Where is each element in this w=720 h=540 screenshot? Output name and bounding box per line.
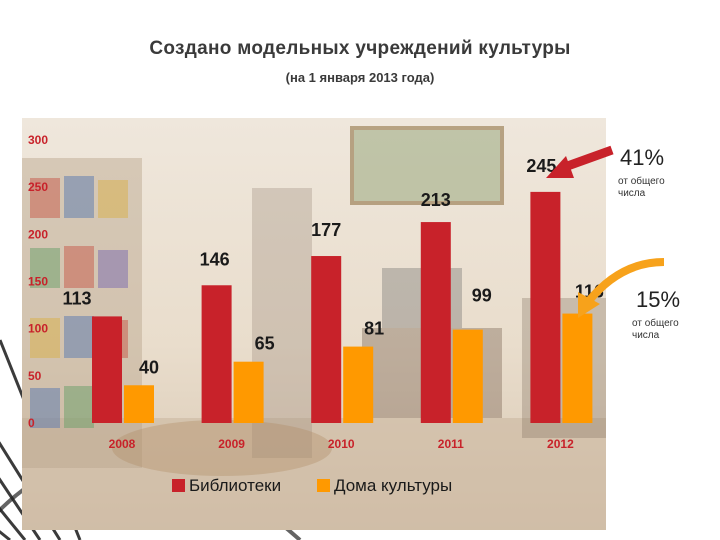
x-tick-label: 2009 bbox=[218, 437, 245, 451]
percent-label-libraries: 41% bbox=[620, 145, 665, 170]
data-label: 40 bbox=[139, 357, 159, 377]
y-tick-label: 200 bbox=[28, 227, 48, 241]
bar-culture-houses bbox=[452, 329, 483, 423]
bar-chart: 0 50 100 150 200 250 300 2008 2009 2010 2011 2012 11… bbox=[28, 133, 604, 495]
data-label: 146 bbox=[200, 249, 230, 269]
chart-subtitle: (на 1 января 2013 года) bbox=[285, 70, 435, 85]
legend-swatch bbox=[172, 479, 185, 492]
bar-culture-houses bbox=[562, 313, 593, 423]
x-tick-label: 2008 bbox=[109, 437, 136, 451]
percent-note-libraries: от общего числа bbox=[618, 176, 665, 199]
percent-label-culture-houses: 15% bbox=[636, 287, 681, 312]
y-tick-label: 100 bbox=[28, 322, 48, 336]
bar-libraries bbox=[311, 256, 342, 423]
chart-title: Создано модельных учреждений культуры bbox=[149, 38, 571, 59]
data-label: 245 bbox=[526, 156, 556, 176]
bar-libraries bbox=[92, 316, 122, 423]
data-label: 99 bbox=[472, 286, 492, 306]
data-label: 113 bbox=[62, 288, 91, 308]
y-tick-label: 150 bbox=[28, 275, 48, 289]
data-label: 213 bbox=[421, 190, 451, 210]
data-label: 81 bbox=[364, 319, 384, 339]
background-photo: 0 50 100 150 200 250 300 2008 2009 2010 2011 2012 11… bbox=[22, 118, 606, 530]
x-tick-label: 2010 bbox=[328, 437, 355, 451]
x-tick-label: 2012 bbox=[547, 437, 574, 451]
bar-libraries bbox=[201, 285, 232, 423]
y-tick-label: 50 bbox=[28, 369, 42, 383]
data-label: 177 bbox=[311, 220, 341, 240]
legend-label: Библиотеки bbox=[189, 476, 281, 495]
legend-label: Дома культуры bbox=[334, 476, 452, 495]
bar-culture-houses bbox=[233, 361, 264, 423]
bar-culture-houses bbox=[124, 385, 154, 423]
x-tick-label: 2011 bbox=[438, 437, 464, 451]
legend-swatch bbox=[317, 479, 330, 492]
bar-libraries bbox=[420, 222, 451, 423]
y-tick-label: 0 bbox=[28, 416, 35, 430]
bar-libraries bbox=[530, 191, 561, 423]
data-label: 65 bbox=[255, 334, 275, 354]
bar-culture-houses bbox=[343, 346, 374, 423]
y-tick-label: 300 bbox=[28, 133, 48, 147]
y-tick-label: 250 bbox=[28, 180, 48, 194]
data-label: 116 bbox=[575, 282, 604, 302]
percent-note-culture-houses: от общего числа bbox=[632, 318, 679, 341]
